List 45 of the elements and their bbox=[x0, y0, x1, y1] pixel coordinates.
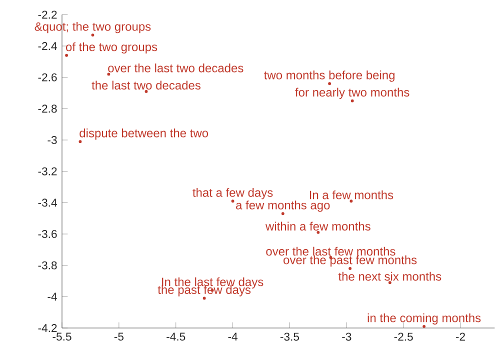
point bbox=[328, 82, 332, 86]
y-tick-label: -2.8 bbox=[38, 104, 57, 113]
x-tick-label: -5.5 bbox=[52, 332, 72, 341]
data-label: over the last few months bbox=[266, 246, 396, 256]
point bbox=[281, 212, 284, 216]
x-tick-label: -5 bbox=[114, 332, 124, 341]
data-label: in the coming months bbox=[368, 313, 481, 325]
x-tick-label: -4 bbox=[228, 332, 238, 341]
data-label: a few months ago bbox=[236, 200, 330, 212]
point bbox=[91, 34, 94, 37]
y-tick-label: -3.2 bbox=[38, 167, 57, 176]
y-tick-label: -3.6 bbox=[38, 230, 57, 238]
data-label: of the two groups bbox=[66, 42, 158, 54]
data-label: &quot; the two groups bbox=[34, 22, 151, 34]
y-tick-label: -3 bbox=[48, 136, 57, 144]
data-label: two months before being bbox=[264, 70, 394, 82]
data-label: the next six months bbox=[338, 272, 442, 281]
point bbox=[231, 200, 234, 203]
x-tick-label: -2.5 bbox=[394, 332, 413, 341]
point bbox=[388, 281, 392, 284]
x-tick-label: -2 bbox=[456, 332, 465, 341]
y-tick-label: -3.4 bbox=[38, 198, 57, 207]
point bbox=[65, 54, 68, 57]
y-tick-label: -2.2 bbox=[38, 10, 57, 19]
y-tick-label: -2.4 bbox=[38, 42, 57, 50]
x-tick-label: -3 bbox=[342, 332, 352, 341]
x-tick-label: -4.5 bbox=[166, 332, 186, 341]
data-label: that a few days bbox=[192, 188, 273, 200]
y-tick-label: -2.6 bbox=[38, 73, 57, 82]
y-tick-label: -4.2 bbox=[38, 324, 57, 332]
data-label: the last two decades bbox=[92, 80, 200, 90]
data-label: over the last two decades bbox=[108, 64, 244, 72]
point bbox=[202, 296, 206, 300]
data-label: over the past few months bbox=[284, 255, 417, 267]
data-label: within a few months bbox=[265, 222, 370, 231]
x-tick-label: -3.5 bbox=[280, 332, 300, 341]
data-label: In a few months bbox=[310, 190, 394, 200]
data-label: for nearly two months bbox=[295, 88, 410, 99]
y-tick-label: -3.8 bbox=[38, 261, 57, 270]
point bbox=[107, 72, 110, 76]
y-tick-label: -4 bbox=[48, 292, 57, 301]
data-label: dispute between the two bbox=[80, 128, 208, 140]
point bbox=[350, 200, 353, 203]
point bbox=[78, 140, 82, 144]
point bbox=[350, 99, 354, 102]
